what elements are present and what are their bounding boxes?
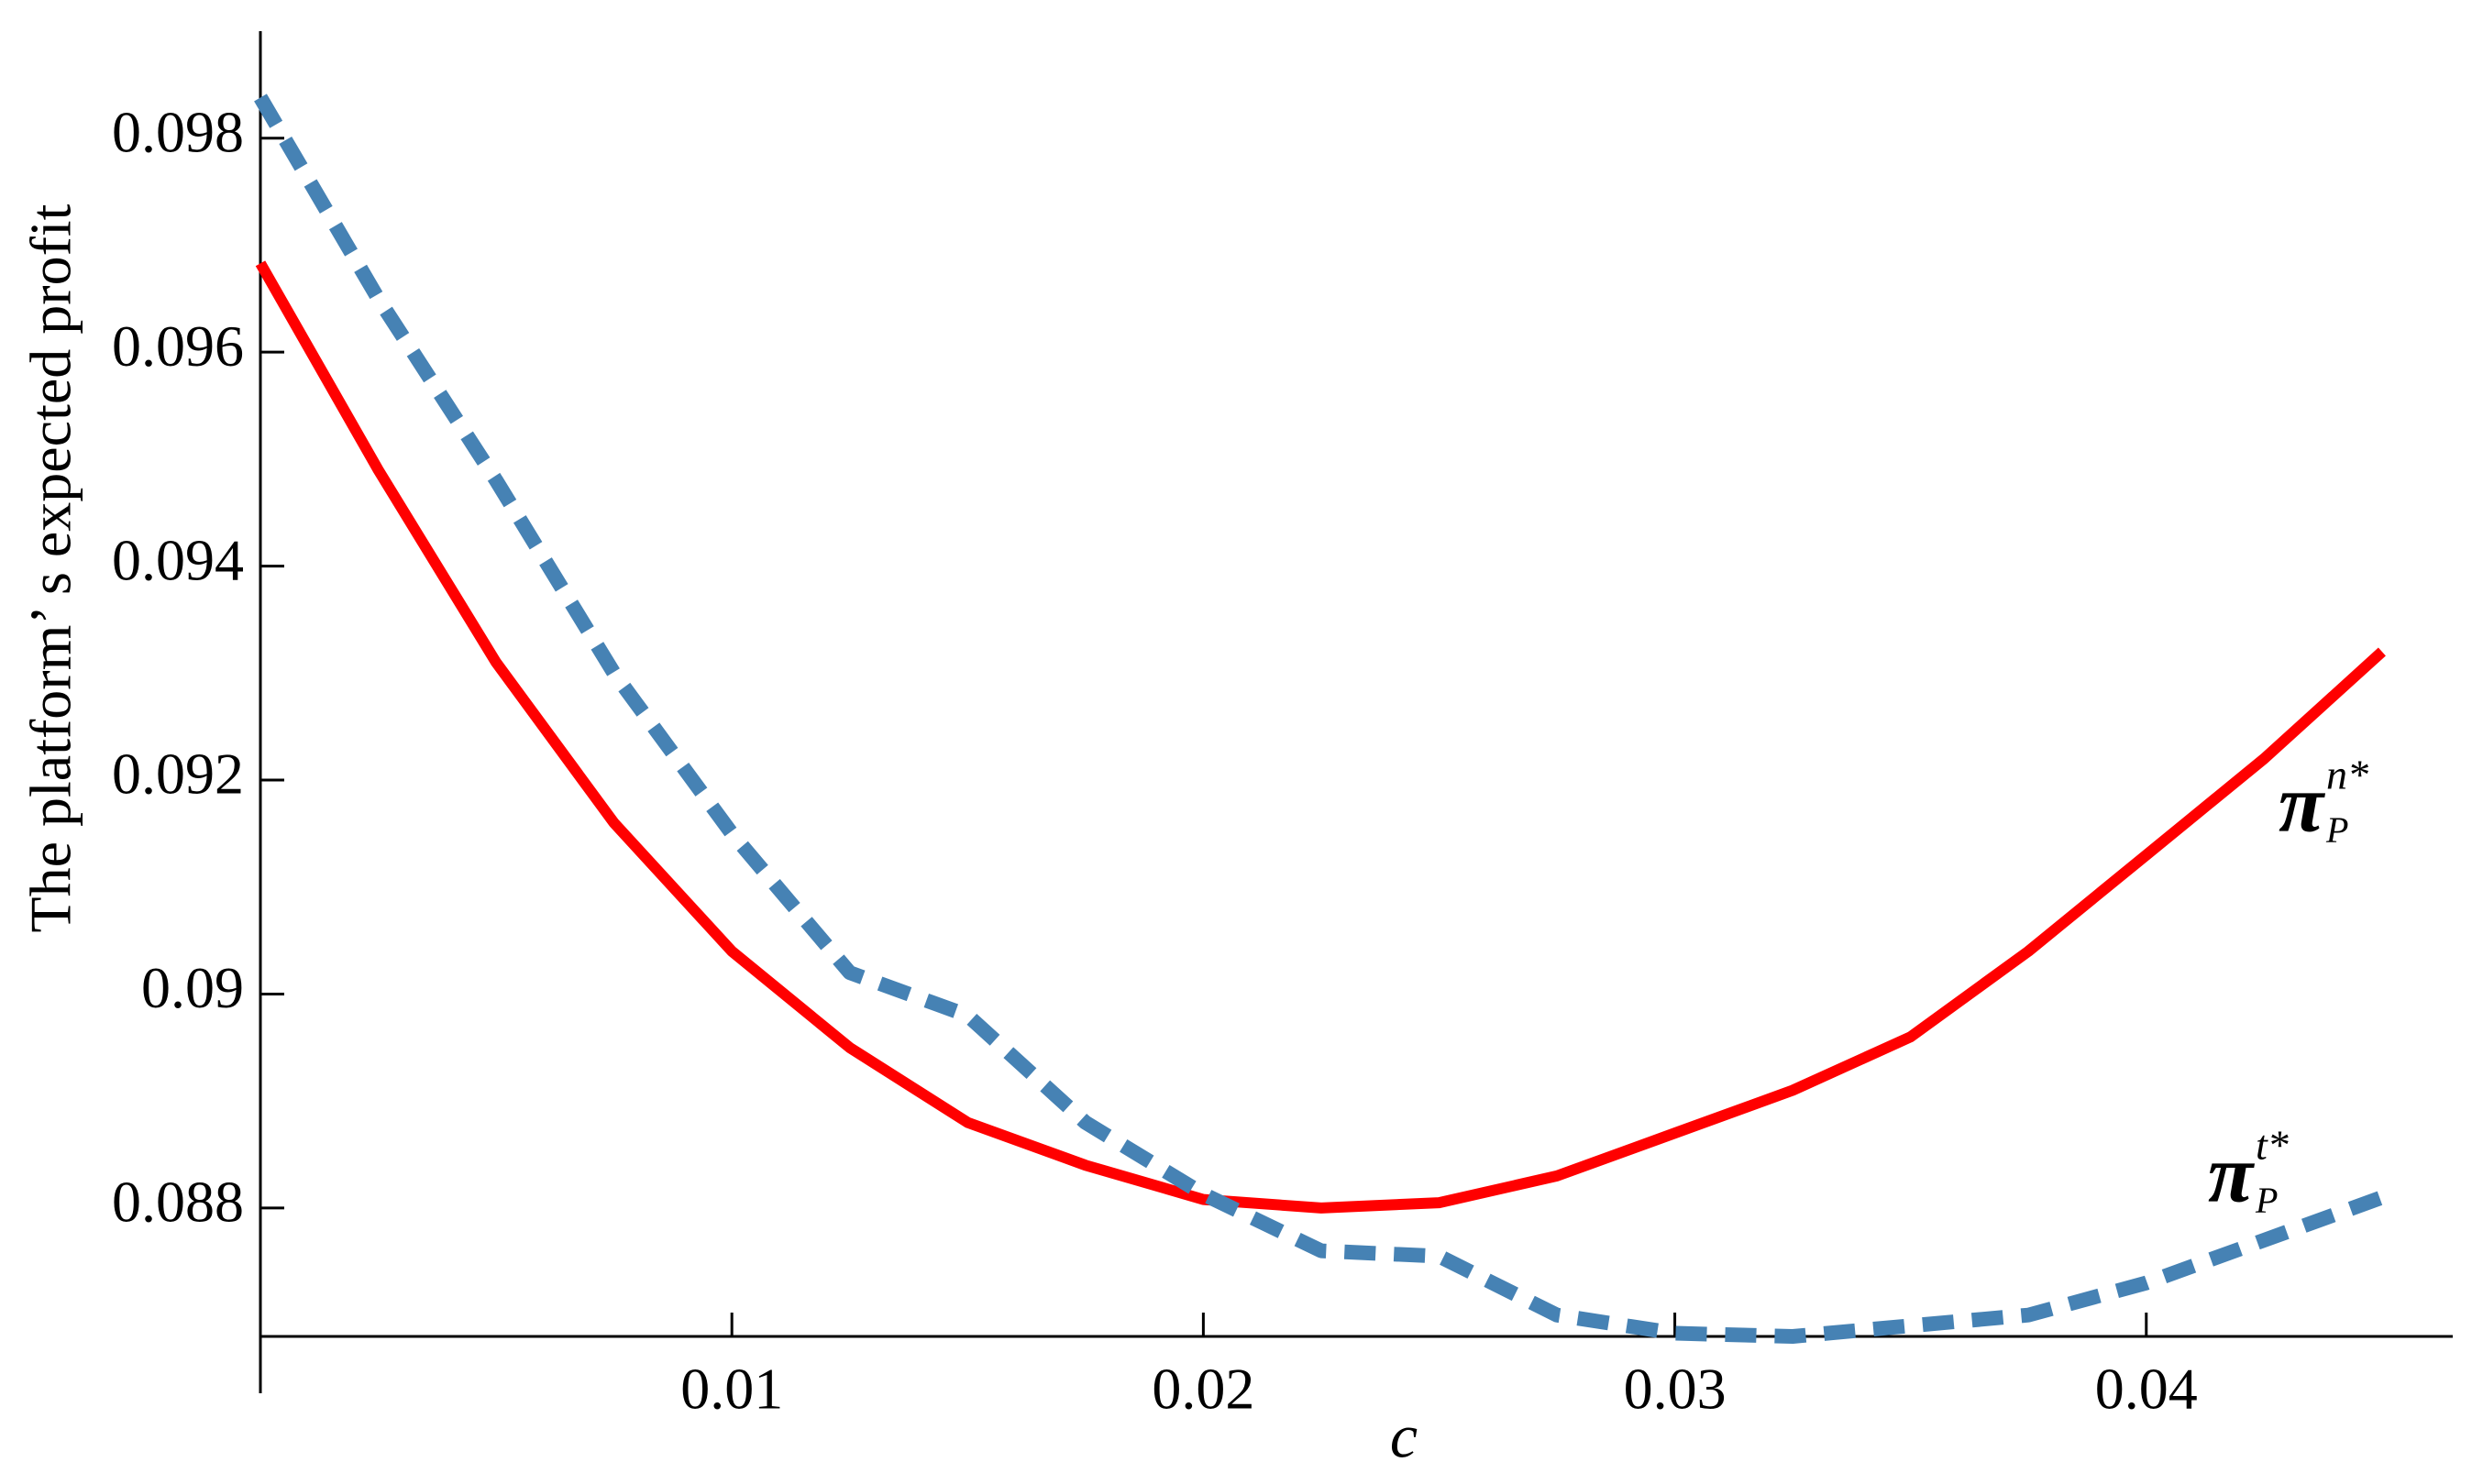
x-axis-label: c <box>1390 1402 1418 1471</box>
x-tick-label: 0.04 <box>2095 1357 2198 1422</box>
x-tick-label: 0.03 <box>1624 1357 1727 1422</box>
x-tick-label: 0.01 <box>680 1357 783 1422</box>
annotation-sub: P <box>2255 1180 2278 1221</box>
series-line <box>254 93 2385 1344</box>
y-axis-label: The platform’ s expected profit <box>18 203 83 932</box>
annotation-sub: P <box>2325 809 2348 851</box>
series-line <box>255 260 2386 1214</box>
annotation-symbol: π <box>2279 759 2326 850</box>
annotation-sup: t* <box>2256 1122 2289 1169</box>
x-tick-label: 0.02 <box>1152 1357 1254 1422</box>
y-tick-label: 0.09 <box>141 955 244 1020</box>
annotation-sup: n* <box>2326 752 2368 798</box>
annotation-symbol: π <box>2208 1129 2256 1220</box>
y-tick-label: 0.096 <box>112 313 244 379</box>
annotation: π n* P <box>2279 752 2368 852</box>
y-tick-label: 0.094 <box>112 527 244 592</box>
y-tick-label: 0.098 <box>112 99 244 164</box>
annotation: π t* P <box>2208 1122 2289 1222</box>
y-tick-label: 0.088 <box>112 1170 244 1235</box>
y-tick-label: 0.092 <box>112 742 244 807</box>
